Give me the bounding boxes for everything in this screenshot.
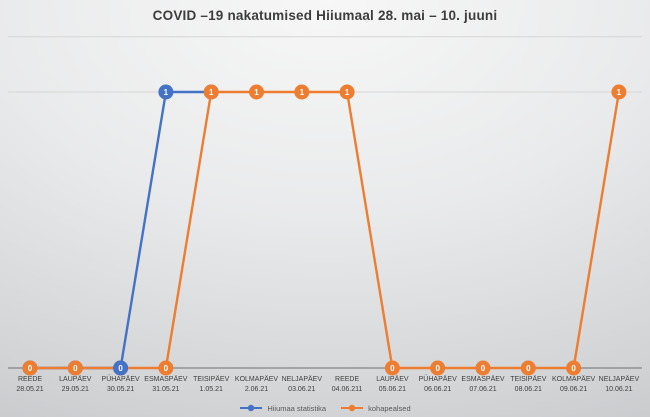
data-point-marker-s1: 1: [203, 84, 219, 100]
svg-text:0: 0: [526, 364, 531, 373]
x-axis-label-date: 1.05.21: [200, 386, 223, 393]
legend-line-marker-icon-blue: [240, 404, 263, 412]
x-axis-label-day: TEISIPÄEV: [510, 375, 547, 383]
svg-text:0: 0: [118, 364, 123, 373]
x-axis-label-day: LAUPÄEV: [376, 375, 409, 383]
x-axis-label-date: 30.05.21: [107, 386, 134, 393]
data-point-marker-s1: 1: [611, 84, 627, 100]
data-point-marker-s1: 0: [67, 360, 83, 376]
legend-item-kohapealsed: kohapealsed: [340, 403, 411, 413]
x-axis-label-day: ESMASPÄEV: [461, 375, 505, 383]
series-line-1: [30, 90, 621, 370]
svg-text:1: 1: [254, 88, 259, 97]
x-axis-label-date: 05.06.21: [379, 386, 406, 393]
x-axis-label-day: KOLMAPÄEV: [552, 375, 596, 383]
legend-line-marker-icon-orange: [341, 404, 364, 412]
x-axis-label-date: 06.06.21: [424, 386, 451, 393]
legend-label-kohapealsed: kohapealsed: [368, 403, 411, 413]
svg-text:0: 0: [390, 364, 395, 373]
x-axis-label-date: 29.05.21: [62, 386, 89, 393]
data-point-marker-s1: 0: [384, 360, 400, 376]
data-point-marker-s1: 0: [475, 360, 491, 376]
chart-legend: Hiiumaa statistika kohapealsed: [0, 403, 650, 413]
x-axis-label-day: NELJAPÄEV: [282, 375, 323, 383]
data-point-marker-s1: 0: [430, 360, 446, 376]
svg-text:1: 1: [345, 88, 350, 97]
svg-text:0: 0: [571, 364, 576, 373]
x-axis-label-date: 07.06.21: [469, 386, 496, 393]
svg-text:0: 0: [481, 364, 486, 373]
svg-text:1: 1: [617, 88, 622, 97]
svg-text:0: 0: [28, 364, 33, 373]
chart-title: COVID –19 nakatumised Hiiumaal 28. mai –…: [152, 8, 498, 23]
x-axis-label-day: PÜHAPÄEV: [419, 375, 457, 383]
data-point-marker-s1: 0: [520, 360, 536, 376]
legend-label-hiiumaa-statistika: Hiiumaa statistika: [267, 403, 327, 413]
x-axis-label-date: 08.06.21: [515, 386, 542, 393]
x-axis-label-date: 04.06.211: [332, 386, 363, 393]
svg-text:0: 0: [73, 364, 78, 373]
x-axis-label-date: 28.05.21: [16, 386, 43, 393]
x-axis-label-day: REEDE: [335, 376, 359, 383]
x-axis-label-day: TEISIPÄEV: [193, 375, 230, 383]
x-axis-label-day: LAUPÄEV: [59, 375, 92, 383]
data-point-marker-s1: 1: [339, 84, 355, 100]
svg-text:1: 1: [164, 88, 169, 97]
series-line-0: [30, 90, 212, 370]
data-point-marker-s0: 1: [158, 84, 174, 100]
svg-text:0: 0: [164, 364, 169, 373]
x-axis-label-day: PÜHAPÄEV: [102, 375, 140, 383]
x-axis-label-day: KOLMAPÄEV: [235, 375, 279, 383]
x-axis-label-date: 31.05.21: [152, 386, 179, 393]
data-point-marker-s1: 1: [249, 84, 264, 100]
legend-item-hiiumaa-statistika: Hiiumaa statistika: [239, 403, 326, 413]
svg-text:1: 1: [300, 88, 305, 97]
data-point-marker-s1: 0: [158, 360, 174, 376]
x-axis-label-date: 09.06.21: [560, 386, 587, 393]
data-point-marker-s1: 0: [566, 360, 582, 376]
x-axis-label-day: ESMASPÄEV: [144, 375, 188, 383]
x-axis-label-day: REEDE: [18, 376, 42, 383]
data-point-marker-s1: 0: [22, 360, 38, 376]
svg-text:0: 0: [435, 364, 440, 373]
data-point-marker-overlay: 0: [113, 360, 129, 376]
x-axis-label-date: 2.06.21: [245, 386, 268, 393]
data-point-marker-s1: 1: [294, 84, 310, 100]
x-axis-label-date: 03.06.21: [288, 386, 315, 393]
svg-text:1: 1: [209, 88, 214, 97]
x-axis-label-date: 10.06.21: [605, 386, 632, 393]
x-axis-label-day: NELJAPÄEV: [599, 375, 640, 383]
